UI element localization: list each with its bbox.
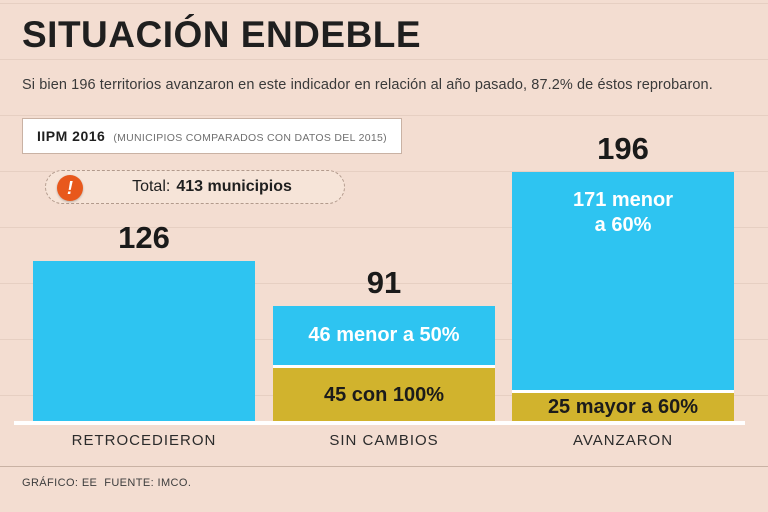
bar-value: 196 xyxy=(597,131,649,166)
gridline xyxy=(0,115,768,116)
gridline xyxy=(0,227,768,228)
bar-segment-label: 171 menor a 60% xyxy=(572,189,674,236)
bar-segment: 46 menor a 50% xyxy=(273,306,495,365)
bar-category-label: SIN CAMBIOS xyxy=(329,432,439,449)
page-title: SITUACIÓN ENDEBLE xyxy=(22,14,422,55)
total-pill: ! Total: 413 municipios xyxy=(45,170,345,204)
footer-credit: GRÁFICO: EE FUENTE: IMCO. xyxy=(22,477,192,489)
total-value: 413 municipios xyxy=(176,178,292,195)
gridline xyxy=(0,59,768,60)
bar-segment xyxy=(33,261,255,422)
bar-value: 126 xyxy=(118,220,170,255)
page-subtitle: Si bien 196 territorios avanzaron en est… xyxy=(22,77,713,93)
bar-category-label: RETROCEDIERON xyxy=(71,432,217,449)
footer-divider xyxy=(0,466,768,467)
exclamation-icon: ! xyxy=(57,175,83,201)
bar-sin-cambios: 46 menor a 50% 45 con 100% xyxy=(273,306,495,422)
bar-segment: 45 con 100% xyxy=(273,365,495,422)
chart-baseline xyxy=(14,421,745,425)
gridline xyxy=(0,171,768,172)
bar-category-label: AVANZARON xyxy=(572,432,674,449)
bar-segment-label: 46 menor a 50% xyxy=(308,324,460,346)
bar-segment: 25 mayor a 60% xyxy=(512,390,734,422)
bar-segment: 171 menor a 60% xyxy=(512,172,734,390)
indicator-badge: IIPM 2016 (MUNICIPIOS COMPARADOS CON DAT… xyxy=(22,118,402,154)
gridline xyxy=(0,283,768,284)
indicator-badge-note: (MUNICIPIOS COMPARADOS CON DATOS DEL 201… xyxy=(113,132,387,144)
gridline xyxy=(0,3,768,4)
indicator-badge-title: IIPM 2016 xyxy=(37,128,106,144)
bar-segment-label: 25 mayor a 60% xyxy=(547,396,699,418)
total-label: Total: xyxy=(132,178,171,195)
bar-avanzaron: 171 menor a 60% 25 mayor a 60% xyxy=(512,172,734,422)
bar-value: 91 xyxy=(366,265,402,300)
bar-segment-label: 45 con 100% xyxy=(323,383,445,406)
bar-retrocedieron xyxy=(33,261,255,422)
